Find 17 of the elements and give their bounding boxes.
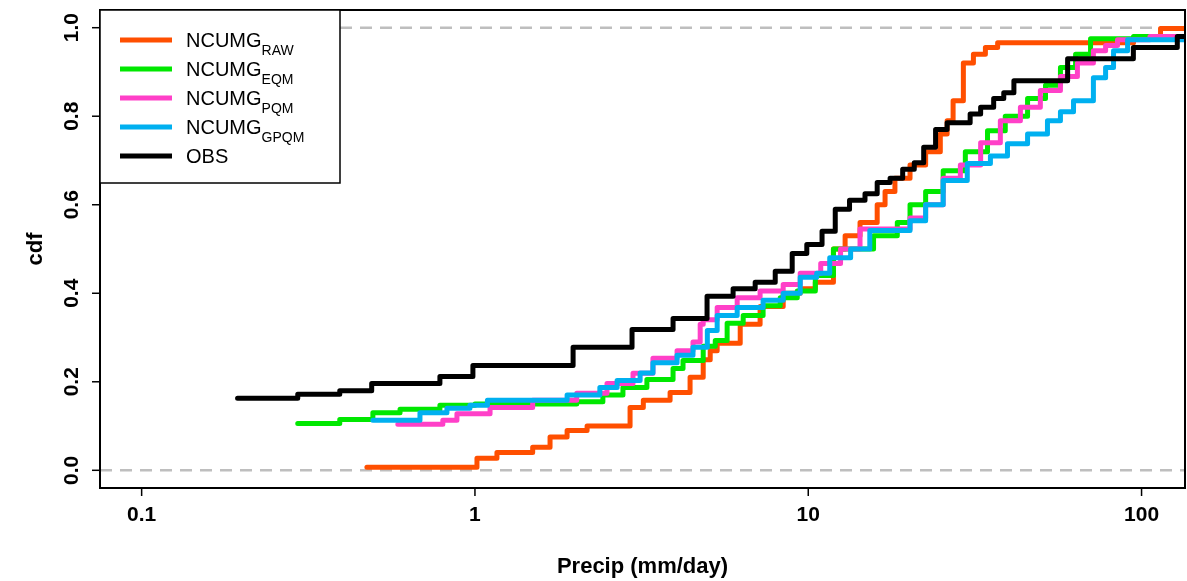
legend-label: NCUMG$_{EQM}$ <box>186 58 294 87</box>
x-axis-title: Precip (mm/day) <box>556 553 729 578</box>
y-axis-title: cdf <box>22 231 47 266</box>
legend-label: NCUMG$_{GPQM}$ <box>186 116 305 145</box>
x-tick-label: 1 <box>469 502 482 525</box>
y-tick-label: 0.2 <box>59 367 82 397</box>
legend-label: NCUMG$_{PQM}$ <box>186 87 294 116</box>
y-tick-label: 0.8 <box>59 101 82 131</box>
y-tick-label: 0.4 <box>59 278 82 308</box>
y-tick-label: 1.0 <box>59 13 82 43</box>
y-tick-label: 0.6 <box>59 190 82 220</box>
legend-label: NCUMG$_{RAW}$ <box>186 29 295 58</box>
x-tick-label: 0.1 <box>127 502 157 525</box>
legend-label: OBS <box>186 145 229 167</box>
y-tick-label: 0.0 <box>59 455 82 485</box>
x-tick-label: 10 <box>796 502 820 525</box>
x-tick-label: 100 <box>1124 502 1160 525</box>
